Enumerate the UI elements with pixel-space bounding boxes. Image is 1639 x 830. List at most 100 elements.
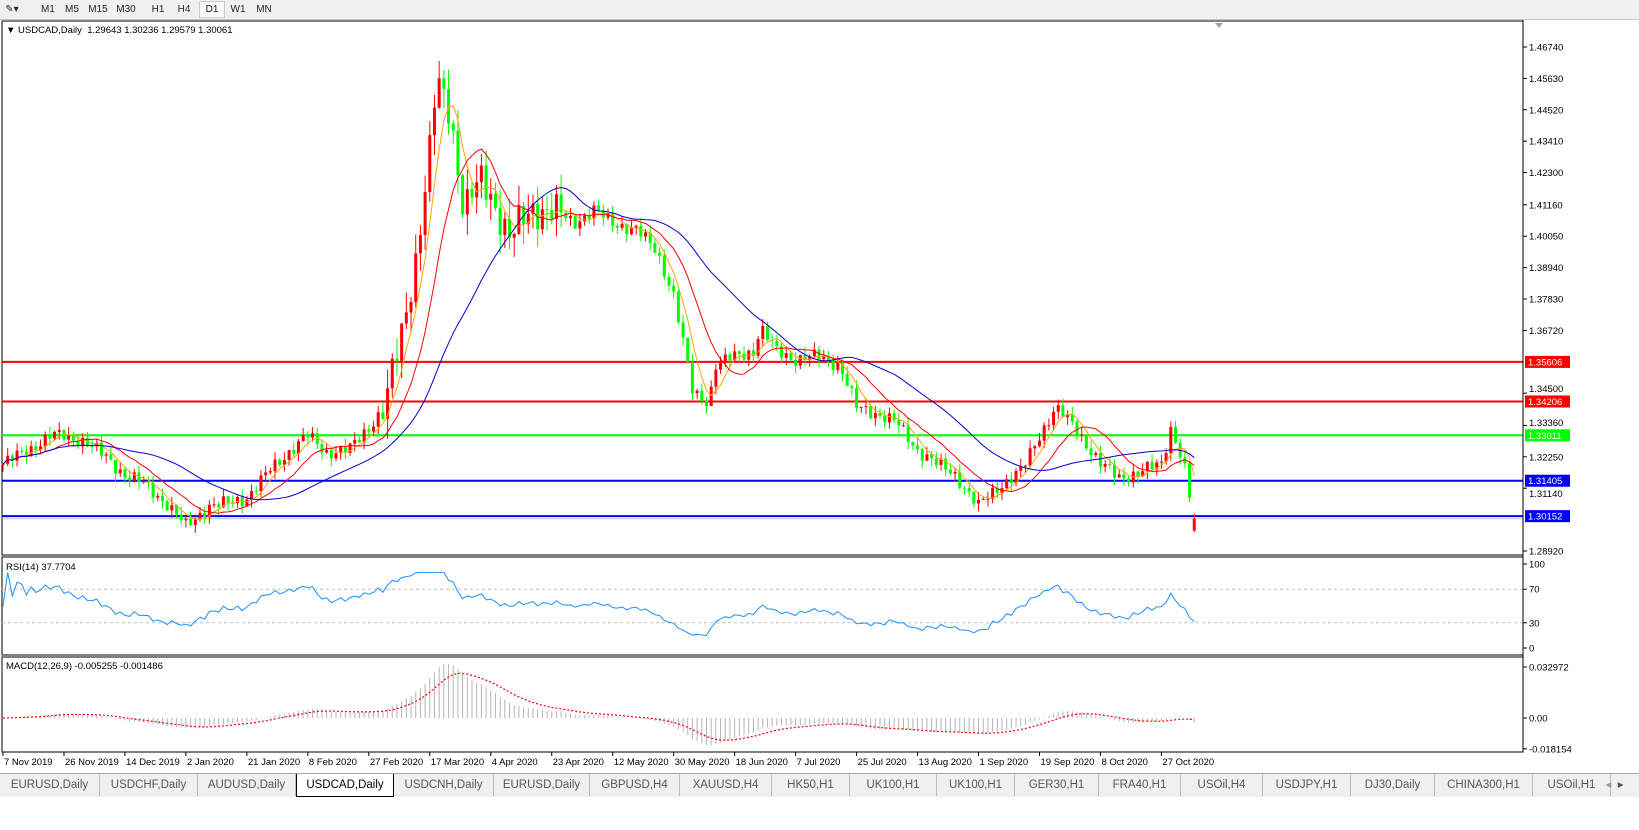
chart-tab[interactable]: USDCAD,Daily (296, 774, 394, 797)
candle-body (376, 412, 380, 427)
candle-body (662, 255, 666, 277)
candle (123, 467, 127, 484)
candle (292, 442, 296, 458)
candle (1019, 458, 1023, 478)
candle-body (709, 386, 713, 406)
timeframe-m5[interactable]: M5 (65, 4, 79, 15)
candle-body (156, 495, 160, 498)
candle-body (189, 518, 193, 526)
candle-body (728, 354, 732, 361)
chart-tab[interactable]: XAUUSD,H4 (680, 774, 772, 796)
chart-canvas[interactable]: 1.46740 1.45630 1.44520 1.43410 1.42300 1.411… (0, 20, 1639, 772)
time-tick-label: 7 Jul 2020 (797, 757, 841, 768)
candle-body (700, 390, 704, 401)
candle (376, 406, 380, 435)
candle-body (540, 209, 544, 230)
candle-body (901, 425, 905, 427)
timeframe-h1[interactable]: H1 (151, 4, 165, 15)
candle (217, 501, 221, 515)
timeframe-m1[interactable]: M1 (41, 4, 55, 15)
candle-body (221, 496, 225, 507)
timeframe-m30[interactable]: M30 (116, 4, 136, 15)
candle (681, 314, 685, 346)
candle (1080, 426, 1084, 442)
candle (15, 443, 19, 467)
candle-body (648, 232, 652, 243)
chart-tab[interactable]: USDJPY,H1 (1263, 774, 1351, 796)
candle-body (639, 225, 643, 237)
candle (911, 441, 915, 451)
candle-body (995, 487, 999, 494)
chart-tab[interactable]: USDCHF,Daily (100, 774, 198, 796)
tab-scroll-left-icon[interactable]: ◂ (1605, 779, 1612, 791)
tab-scroll-right-icon[interactable]: ▸ (1617, 779, 1624, 791)
timeframe-mn[interactable]: MN (256, 4, 272, 15)
chart-tab[interactable]: DJ30,Daily (1351, 774, 1435, 796)
candle-body (1098, 453, 1102, 467)
chart-tab[interactable]: GBPUSD,H4 (590, 774, 680, 796)
ma-mid-line (2, 148, 1195, 514)
candle (71, 431, 75, 447)
candle (906, 417, 910, 450)
candle-body (353, 439, 357, 444)
candle-body (489, 193, 493, 200)
chart-tab[interactable]: UK100,H1 (850, 774, 937, 796)
candle-body (306, 435, 310, 438)
candle-body (160, 495, 164, 502)
candle-body (343, 446, 347, 453)
candle-body (418, 235, 422, 254)
timeframe-h4[interactable]: H4 (177, 4, 191, 15)
candle-body (475, 182, 479, 198)
chart-tab[interactable]: EURUSD,Daily (494, 774, 590, 796)
chart-tab[interactable]: HK50,H1 (772, 774, 850, 796)
candle-body (568, 216, 572, 219)
chart-tab[interactable]: USOil,H4 (1181, 774, 1263, 796)
candle (559, 175, 563, 228)
macd-axis-label: 0.00 (1529, 714, 1548, 725)
collapse-triangle-icon[interactable]: ▼ (6, 25, 16, 36)
chart-tab[interactable]: GER30,H1 (1015, 774, 1099, 796)
chart-window[interactable]: 1.46740 1.45630 1.44520 1.43410 1.42300 1.411… (0, 20, 1639, 772)
candle-body (841, 362, 845, 374)
candle (508, 198, 512, 250)
candle-body (287, 450, 291, 460)
candle-body (339, 446, 343, 454)
candle-body (198, 512, 202, 519)
candle (414, 234, 418, 308)
candle (526, 194, 530, 234)
candle-body (432, 107, 436, 136)
time-tick-label: 2 Jan 2020 (187, 757, 234, 768)
candle (278, 457, 282, 467)
candle-body (733, 351, 737, 361)
candle (343, 438, 347, 460)
timeframe-w1[interactable]: W1 (230, 4, 246, 15)
candle-body (15, 450, 19, 461)
candle-body (386, 388, 390, 419)
candle (442, 69, 446, 109)
chart-tab[interactable]: USOil,H1 (1533, 774, 1611, 796)
chart-tab[interactable]: EURUSD,Daily (0, 774, 100, 796)
chart-tab[interactable]: USDCNH,Daily (394, 774, 494, 796)
chart-shift-marker-icon (1215, 23, 1223, 28)
drawing-tools-icon[interactable]: ✎▾ (5, 4, 19, 15)
chart-tab[interactable]: FRA40,H1 (1099, 774, 1181, 796)
timeframe-d1[interactable]: D1 (199, 1, 225, 18)
chart-tab[interactable]: AUDUSD,Daily (198, 774, 296, 796)
chart-tab[interactable]: CHINA300,H1 (1435, 774, 1533, 796)
chart-tab[interactable]: UK100,H1 (937, 774, 1015, 796)
price-tick-label: 1.45630 (1529, 74, 1563, 85)
candle-body (864, 406, 868, 408)
timeframe-m15[interactable]: M15 (88, 4, 108, 15)
candle (296, 438, 300, 462)
price-tick-label: 1.43410 (1529, 137, 1563, 148)
candle (540, 195, 544, 235)
candle-body (193, 518, 197, 526)
candle-body (817, 349, 821, 360)
candle (658, 247, 662, 264)
candle (165, 499, 169, 511)
candle (977, 492, 981, 512)
candle-body (165, 501, 169, 511)
candle (1056, 399, 1060, 420)
candle-body (1047, 425, 1051, 427)
candle-body (1070, 414, 1074, 422)
